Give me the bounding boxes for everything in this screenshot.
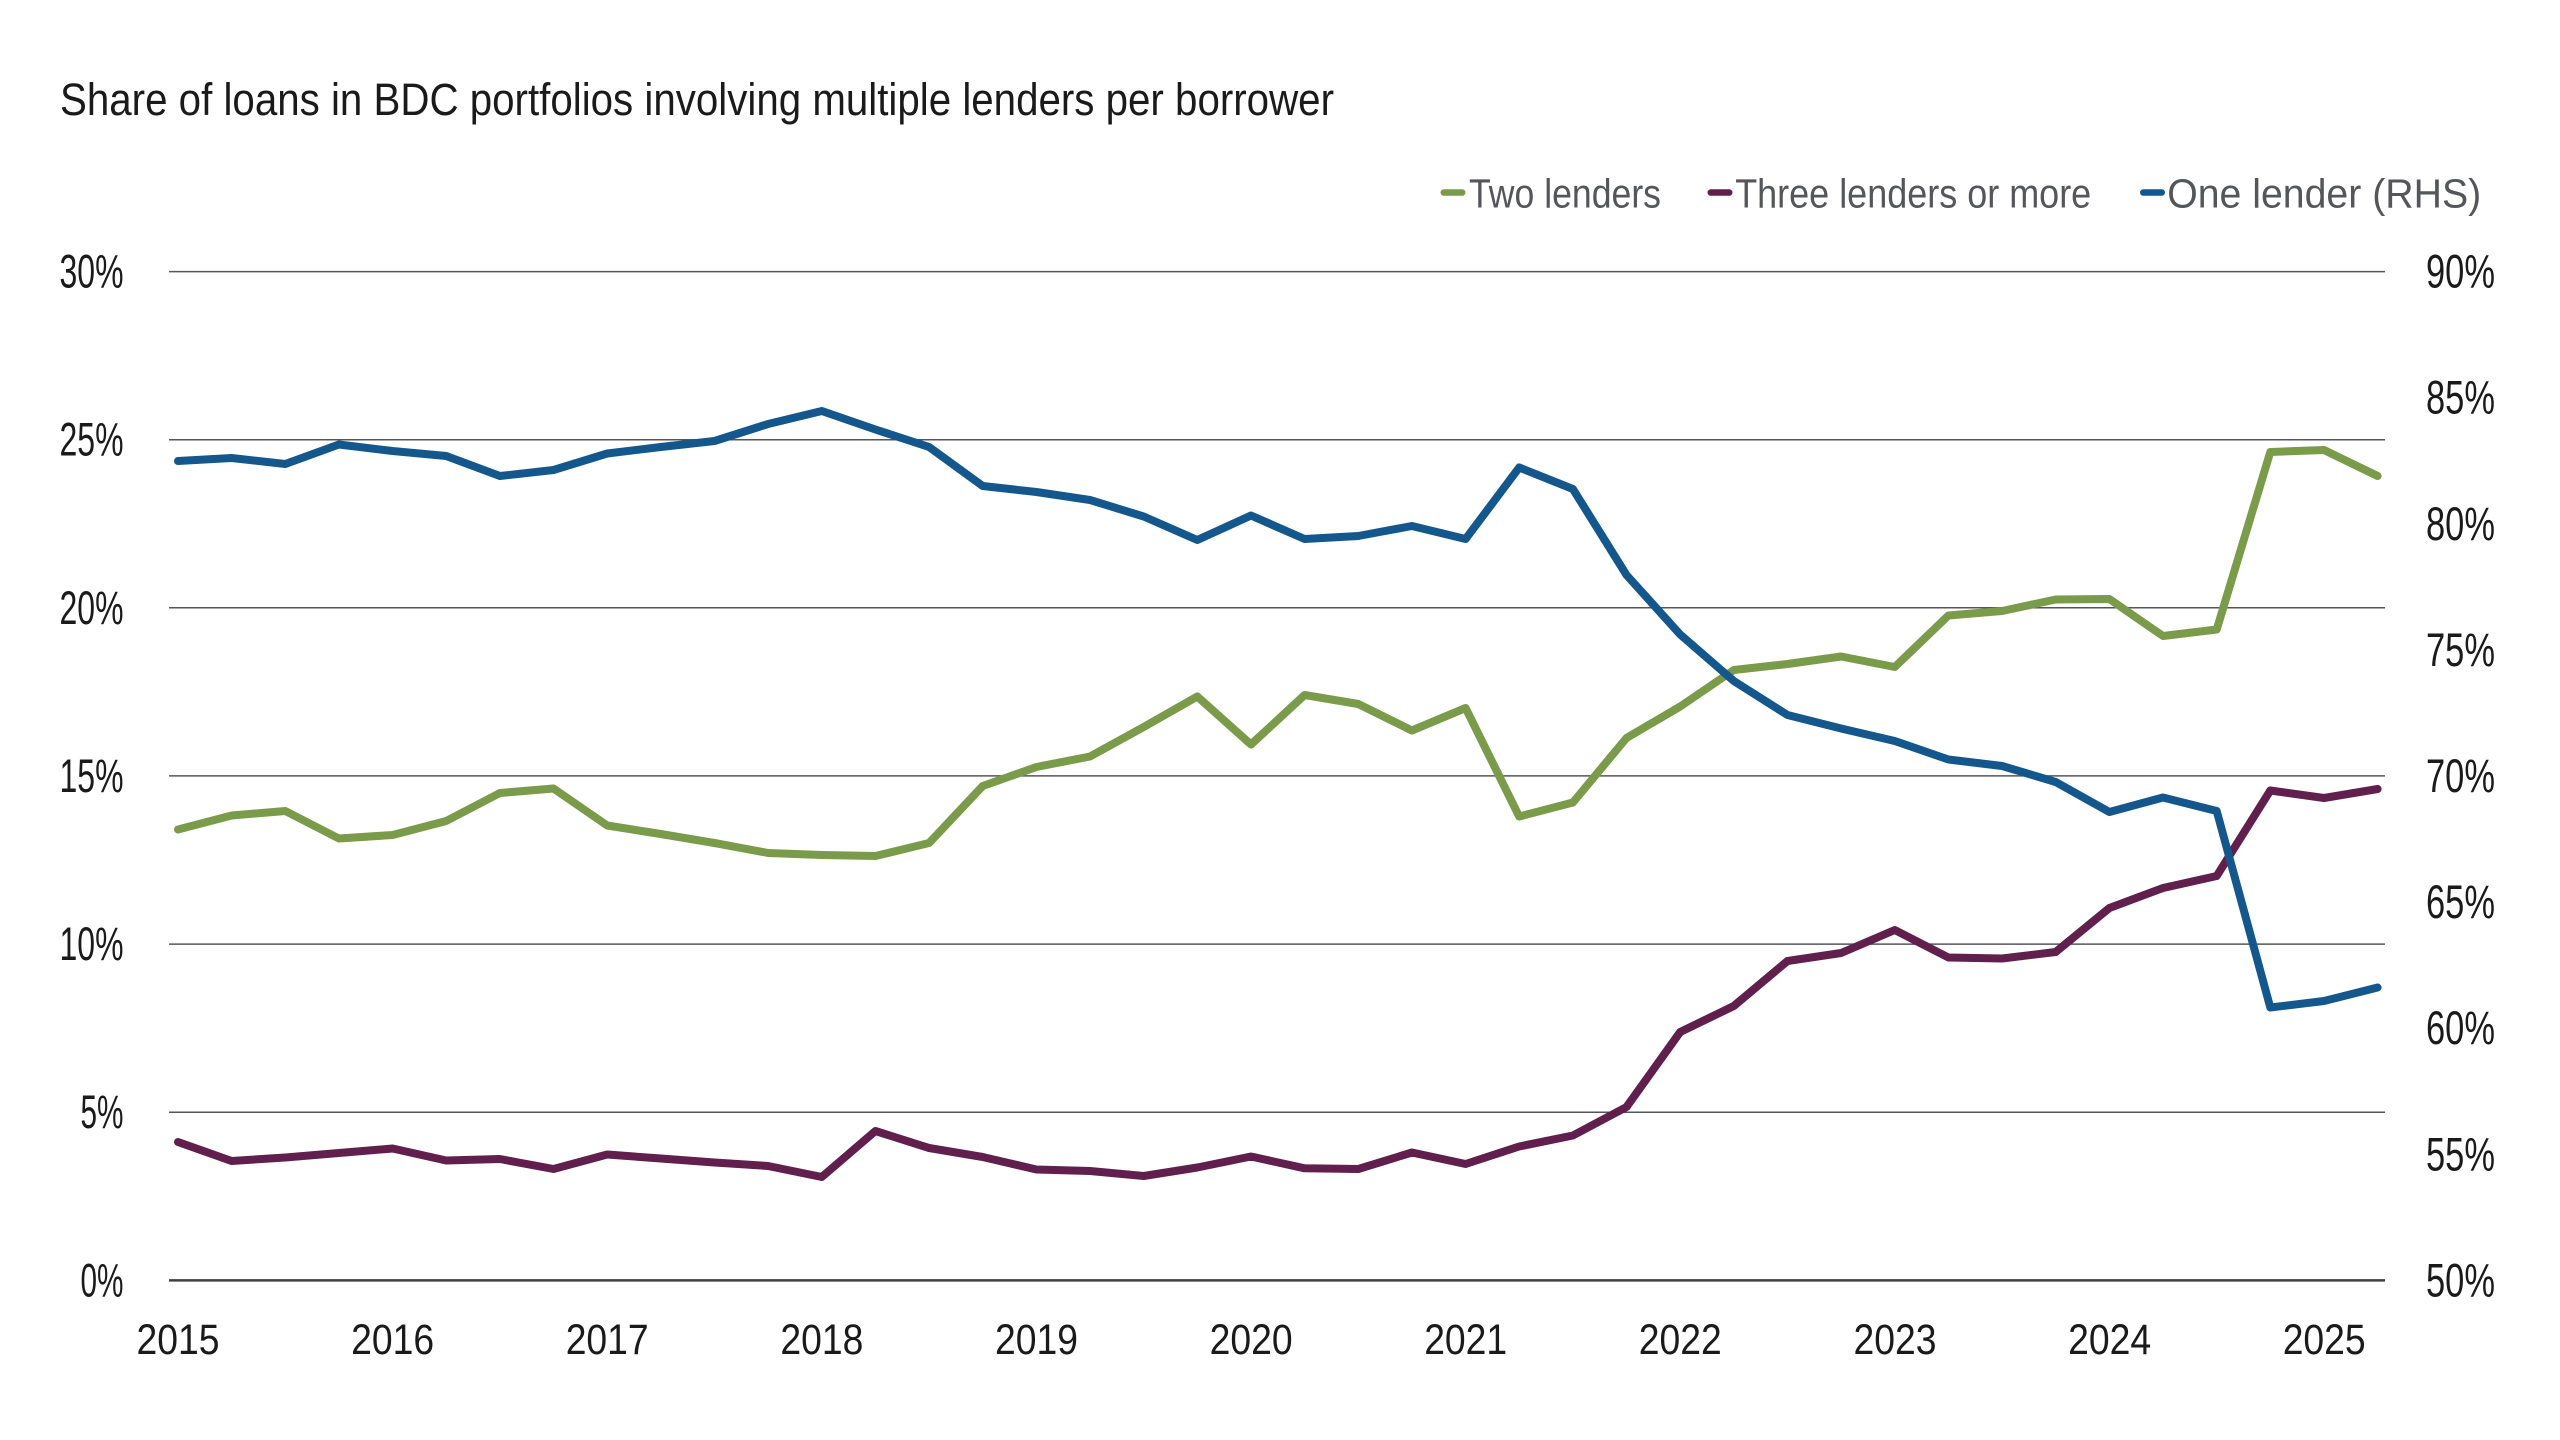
svg-text:15%: 15% [60, 750, 124, 803]
svg-text:30%: 30% [60, 246, 124, 299]
svg-text:20%: 20% [60, 582, 124, 635]
svg-text:2015: 2015 [137, 1316, 220, 1364]
svg-text:5%: 5% [81, 1086, 124, 1139]
svg-text:60%: 60% [2426, 1002, 2495, 1055]
svg-text:Three lenders or more: Three lenders or more [1735, 171, 2091, 217]
svg-text:Share of loans in BDC portfoli: Share of loans in BDC portfolios involvi… [60, 74, 1334, 125]
svg-text:2016: 2016 [351, 1316, 434, 1364]
svg-text:10%: 10% [60, 918, 124, 971]
svg-text:2019: 2019 [995, 1316, 1078, 1364]
svg-text:2017: 2017 [566, 1316, 649, 1364]
svg-text:55%: 55% [2426, 1128, 2495, 1181]
svg-text:2021: 2021 [1424, 1316, 1507, 1364]
svg-text:2025: 2025 [2283, 1316, 2366, 1364]
svg-text:Two lenders: Two lenders [1469, 171, 1661, 217]
svg-text:2022: 2022 [1639, 1316, 1722, 1364]
svg-text:90%: 90% [2426, 246, 2495, 299]
svg-text:2024: 2024 [2068, 1316, 2151, 1364]
svg-text:75%: 75% [2426, 624, 2495, 677]
svg-text:One lender (RHS): One lender (RHS) [2167, 171, 2481, 217]
svg-text:2020: 2020 [1210, 1316, 1293, 1364]
svg-text:70%: 70% [2426, 750, 2495, 803]
svg-text:65%: 65% [2426, 876, 2495, 929]
svg-text:50%: 50% [2426, 1254, 2495, 1307]
svg-text:80%: 80% [2426, 498, 2495, 551]
svg-text:85%: 85% [2426, 372, 2495, 425]
svg-text:2023: 2023 [1854, 1316, 1937, 1364]
svg-text:2018: 2018 [780, 1316, 863, 1364]
svg-text:0%: 0% [81, 1254, 124, 1307]
svg-text:25%: 25% [60, 414, 124, 467]
